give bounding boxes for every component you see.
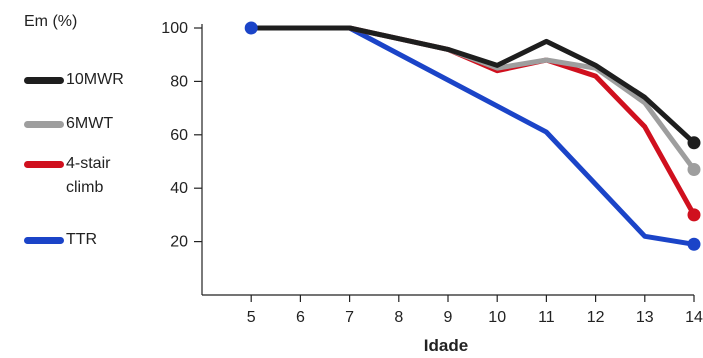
y-tick-label: 60 xyxy=(170,127,188,144)
legend-swatch-4-stair-climb xyxy=(24,161,64,168)
chart-ticks: 20 40 60 80 100 5 6 7 8 9 10 11 12 13 14 xyxy=(161,20,703,326)
chart-lines xyxy=(248,25,697,247)
legend-label-6mwt: 6MWT xyxy=(66,115,114,132)
legend-swatch-ttr xyxy=(24,237,64,244)
y-unit-label: Em (%) xyxy=(24,13,78,30)
end-marker-ttr xyxy=(687,237,701,251)
y-tick-label: 20 xyxy=(170,234,188,251)
y-tick-label: 100 xyxy=(161,20,188,37)
x-tick-label: 10 xyxy=(488,309,506,326)
end-marker-4-stair-climb xyxy=(687,208,701,222)
x-tick-label: 7 xyxy=(345,309,354,326)
legend-item-6mwt: 6MWT xyxy=(24,112,146,136)
x-tick-label: 11 xyxy=(538,309,555,326)
series-line-6mwt xyxy=(248,25,697,172)
legend-label-10mwr: 10MWR xyxy=(66,71,124,88)
legend-item-ttr: TTR xyxy=(24,228,146,252)
x-tick-label: 8 xyxy=(394,309,403,326)
chart-markers xyxy=(244,21,701,251)
end-marker-10mwr xyxy=(687,136,701,150)
legend-item-10mwr: 10MWR xyxy=(24,68,146,92)
x-axis-title: Idade xyxy=(424,336,468,355)
legend-swatch-6mwt xyxy=(24,121,64,128)
legend-label-ttr: TTR xyxy=(66,231,98,248)
end-marker-6mwt xyxy=(687,163,701,177)
x-tick-label: 5 xyxy=(247,309,256,326)
legend-swatch-10mwr xyxy=(24,77,64,84)
x-tick-label: 9 xyxy=(444,309,453,326)
start-marker-ttr xyxy=(244,21,258,35)
y-tick-label: 40 xyxy=(170,180,188,197)
x-tick-label: 12 xyxy=(587,309,605,326)
x-tick-label: 13 xyxy=(636,309,654,326)
legend-label-4-stair-climb: 4-stair climb xyxy=(66,155,111,196)
x-tick-label: 6 xyxy=(296,309,305,326)
y-tick-label: 80 xyxy=(170,73,188,90)
legend-item-4-stair-climb: 4-stair climb xyxy=(24,152,128,200)
x-tick-label: 14 xyxy=(685,309,703,326)
series-line-10mwr xyxy=(248,25,697,146)
chart-axes xyxy=(201,24,694,296)
